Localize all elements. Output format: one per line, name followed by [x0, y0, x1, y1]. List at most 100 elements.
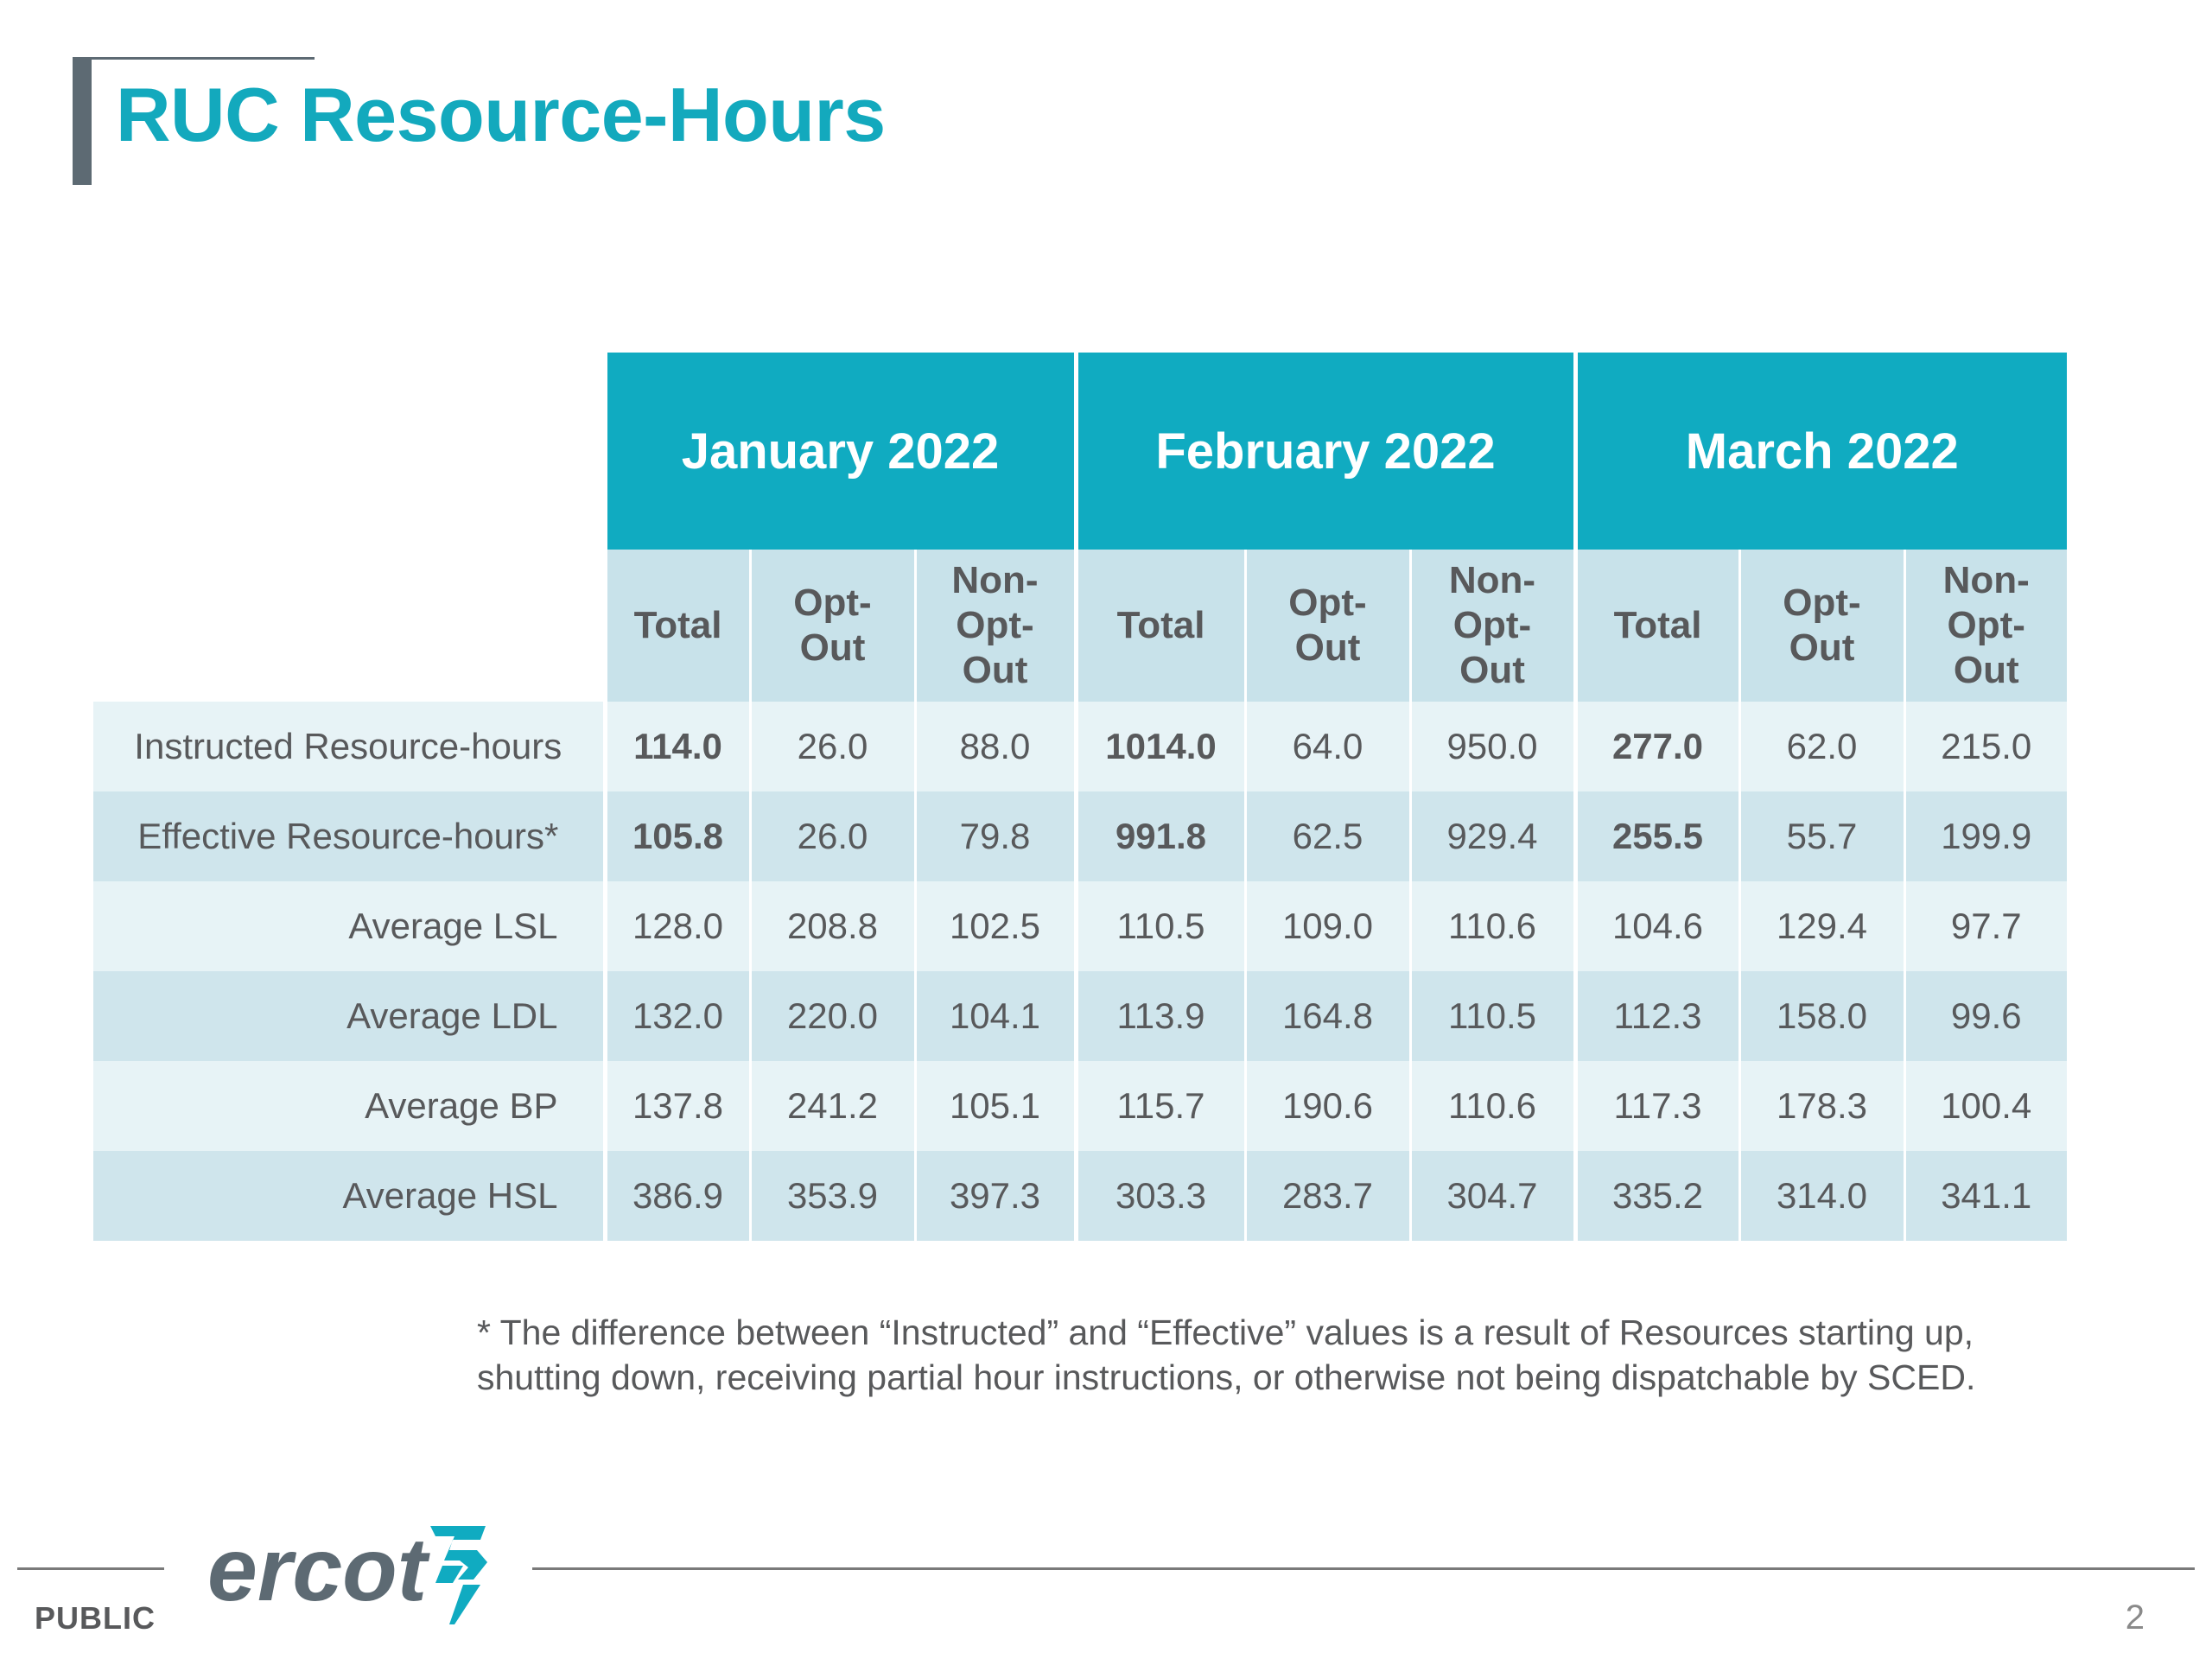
subheader-text: Non- — [1448, 559, 1536, 601]
value-cell: 137.8 — [602, 1061, 750, 1151]
subheader-text: Opt- — [1288, 582, 1367, 624]
value-cell: 386.9 — [602, 1151, 750, 1241]
value-cell: 62.0 — [1738, 702, 1904, 791]
subheader-text: Total — [1613, 604, 1702, 646]
subheader-cell: Opt- Out — [1243, 550, 1410, 702]
value-cell: 1014.0 — [1073, 702, 1245, 791]
row-label: Average LDL — [93, 971, 605, 1061]
title-accent-line — [73, 57, 315, 60]
value-cell: 97.7 — [1903, 881, 2067, 971]
table-row: Average HSL 386.9 353.9 397.3 303.3 283.7 304.… — [93, 1151, 2067, 1241]
value-cell: 99.6 — [1903, 971, 2067, 1061]
lightning-bolt-icon — [430, 1526, 487, 1624]
header-corner — [93, 353, 605, 550]
value-cell: 105.8 — [602, 791, 750, 881]
value-cell: 950.0 — [1408, 702, 1575, 791]
value-cell: 100.4 — [1903, 1061, 2067, 1151]
subheader-text: Non- — [951, 559, 1039, 601]
table-row: Effective Resource-hours* 105.8 26.0 79.8 99… — [93, 791, 2067, 881]
value-cell: 26.0 — [748, 702, 915, 791]
month-header-march: March 2022 — [1573, 353, 2067, 550]
value-cell: 105.1 — [913, 1061, 1076, 1151]
table-row: Average LDL 132.0 220.0 104.1 113.9 164.8 110.… — [93, 971, 2067, 1061]
subheader-text: Out — [962, 649, 1028, 691]
value-cell: 115.7 — [1073, 1061, 1245, 1151]
subheader-cell: Non- Opt- Out — [1408, 550, 1575, 702]
value-cell: 104.6 — [1573, 881, 1739, 971]
value-cell: 110.5 — [1408, 971, 1575, 1061]
table-row: Instructed Resource-hours 114.0 26.0 88.0 10… — [93, 702, 2067, 791]
subheader-text: Total — [1116, 604, 1205, 646]
slide-title: RUC Resource-Hours — [116, 72, 886, 157]
footer-rule-left — [17, 1567, 164, 1570]
value-cell: 114.0 — [602, 702, 750, 791]
subheader-text: Opt- — [1452, 604, 1532, 646]
subheader-text: Opt- — [956, 604, 1034, 646]
subheader-cell: Total — [602, 550, 750, 702]
value-cell: 164.8 — [1243, 971, 1410, 1061]
value-cell: 199.9 — [1903, 791, 2067, 881]
title-accent-bar — [73, 57, 92, 185]
value-cell: 991.8 — [1073, 791, 1245, 881]
value-cell: 335.2 — [1573, 1151, 1739, 1241]
value-cell: 283.7 — [1243, 1151, 1410, 1241]
value-cell: 110.6 — [1408, 1061, 1575, 1151]
row-label: Average LSL — [93, 881, 605, 971]
subheader-cell: Non- Opt- Out — [1903, 550, 2067, 702]
value-cell: 55.7 — [1738, 791, 1904, 881]
table-row: Average BP 137.8 241.2 105.1 115.7 190.6 110.6… — [93, 1061, 2067, 1151]
value-cell: 353.9 — [748, 1151, 915, 1241]
subheader-text: Opt- — [1947, 604, 2025, 646]
value-cell: 117.3 — [1573, 1061, 1739, 1151]
value-cell: 104.1 — [913, 971, 1076, 1061]
page-number: 2 — [2125, 1599, 2145, 1637]
footnote: * The difference between “Instructed” an… — [477, 1310, 2101, 1400]
value-cell: 110.5 — [1073, 881, 1245, 971]
value-cell: 79.8 — [913, 791, 1076, 881]
value-cell: 113.9 — [1073, 971, 1245, 1061]
value-cell: 158.0 — [1738, 971, 1904, 1061]
value-cell: 303.3 — [1073, 1151, 1245, 1241]
value-cell: 190.6 — [1243, 1061, 1410, 1151]
value-cell: 62.5 — [1243, 791, 1410, 881]
month-header-row: January 2022 February 2022 March 2022 — [93, 353, 2067, 550]
value-cell: 128.0 — [602, 881, 750, 971]
subheader-corner — [93, 550, 605, 702]
resource-hours-table: January 2022 February 2022 March 2022 To… — [93, 353, 2067, 1241]
value-cell: 304.7 — [1408, 1151, 1575, 1241]
subheader-text: Opt- — [793, 582, 872, 624]
value-cell: 129.4 — [1738, 881, 1904, 971]
value-cell: 26.0 — [748, 791, 915, 881]
value-cell: 110.6 — [1408, 881, 1575, 971]
row-label: Instructed Resource-hours — [93, 702, 605, 791]
ercot-logo: ercot — [207, 1520, 487, 1624]
subheader-text: Total — [633, 604, 722, 646]
value-cell: 178.3 — [1738, 1061, 1904, 1151]
value-cell: 109.0 — [1243, 881, 1410, 971]
subheader-text: Out — [1294, 626, 1361, 669]
value-cell: 314.0 — [1738, 1151, 1904, 1241]
subheader-text: Out — [1789, 626, 1855, 669]
subheader-text: Out — [1953, 649, 2019, 691]
row-label: Average BP — [93, 1061, 605, 1151]
table-row: Average LSL 128.0 208.8 102.5 110.5 109.0 110.… — [93, 881, 2067, 971]
value-cell: 215.0 — [1903, 702, 2067, 791]
table-body: Instructed Resource-hours 114.0 26.0 88.0 10… — [93, 702, 2067, 1241]
month-header-january: January 2022 — [602, 353, 1076, 550]
value-cell: 929.4 — [1408, 791, 1575, 881]
footnote-line-1: * The difference between “Instructed” an… — [477, 1313, 1974, 1352]
subheader-cell: Non- Opt- Out — [913, 550, 1076, 702]
subheader-cell: Opt- Out — [748, 550, 915, 702]
footnote-line-2: shutting down, receiving partial hour in… — [477, 1357, 1976, 1397]
row-label: Effective Resource-hours* — [93, 791, 605, 881]
value-cell: 277.0 — [1573, 702, 1739, 791]
value-cell: 88.0 — [913, 702, 1076, 791]
value-cell: 255.5 — [1573, 791, 1739, 881]
value-cell: 112.3 — [1573, 971, 1739, 1061]
subheader-text: Out — [799, 626, 866, 669]
subheader-cell: Total — [1573, 550, 1739, 702]
subheader-text: Non- — [1942, 559, 2030, 601]
value-cell: 397.3 — [913, 1151, 1076, 1241]
subheader-cell: Opt- Out — [1738, 550, 1904, 702]
